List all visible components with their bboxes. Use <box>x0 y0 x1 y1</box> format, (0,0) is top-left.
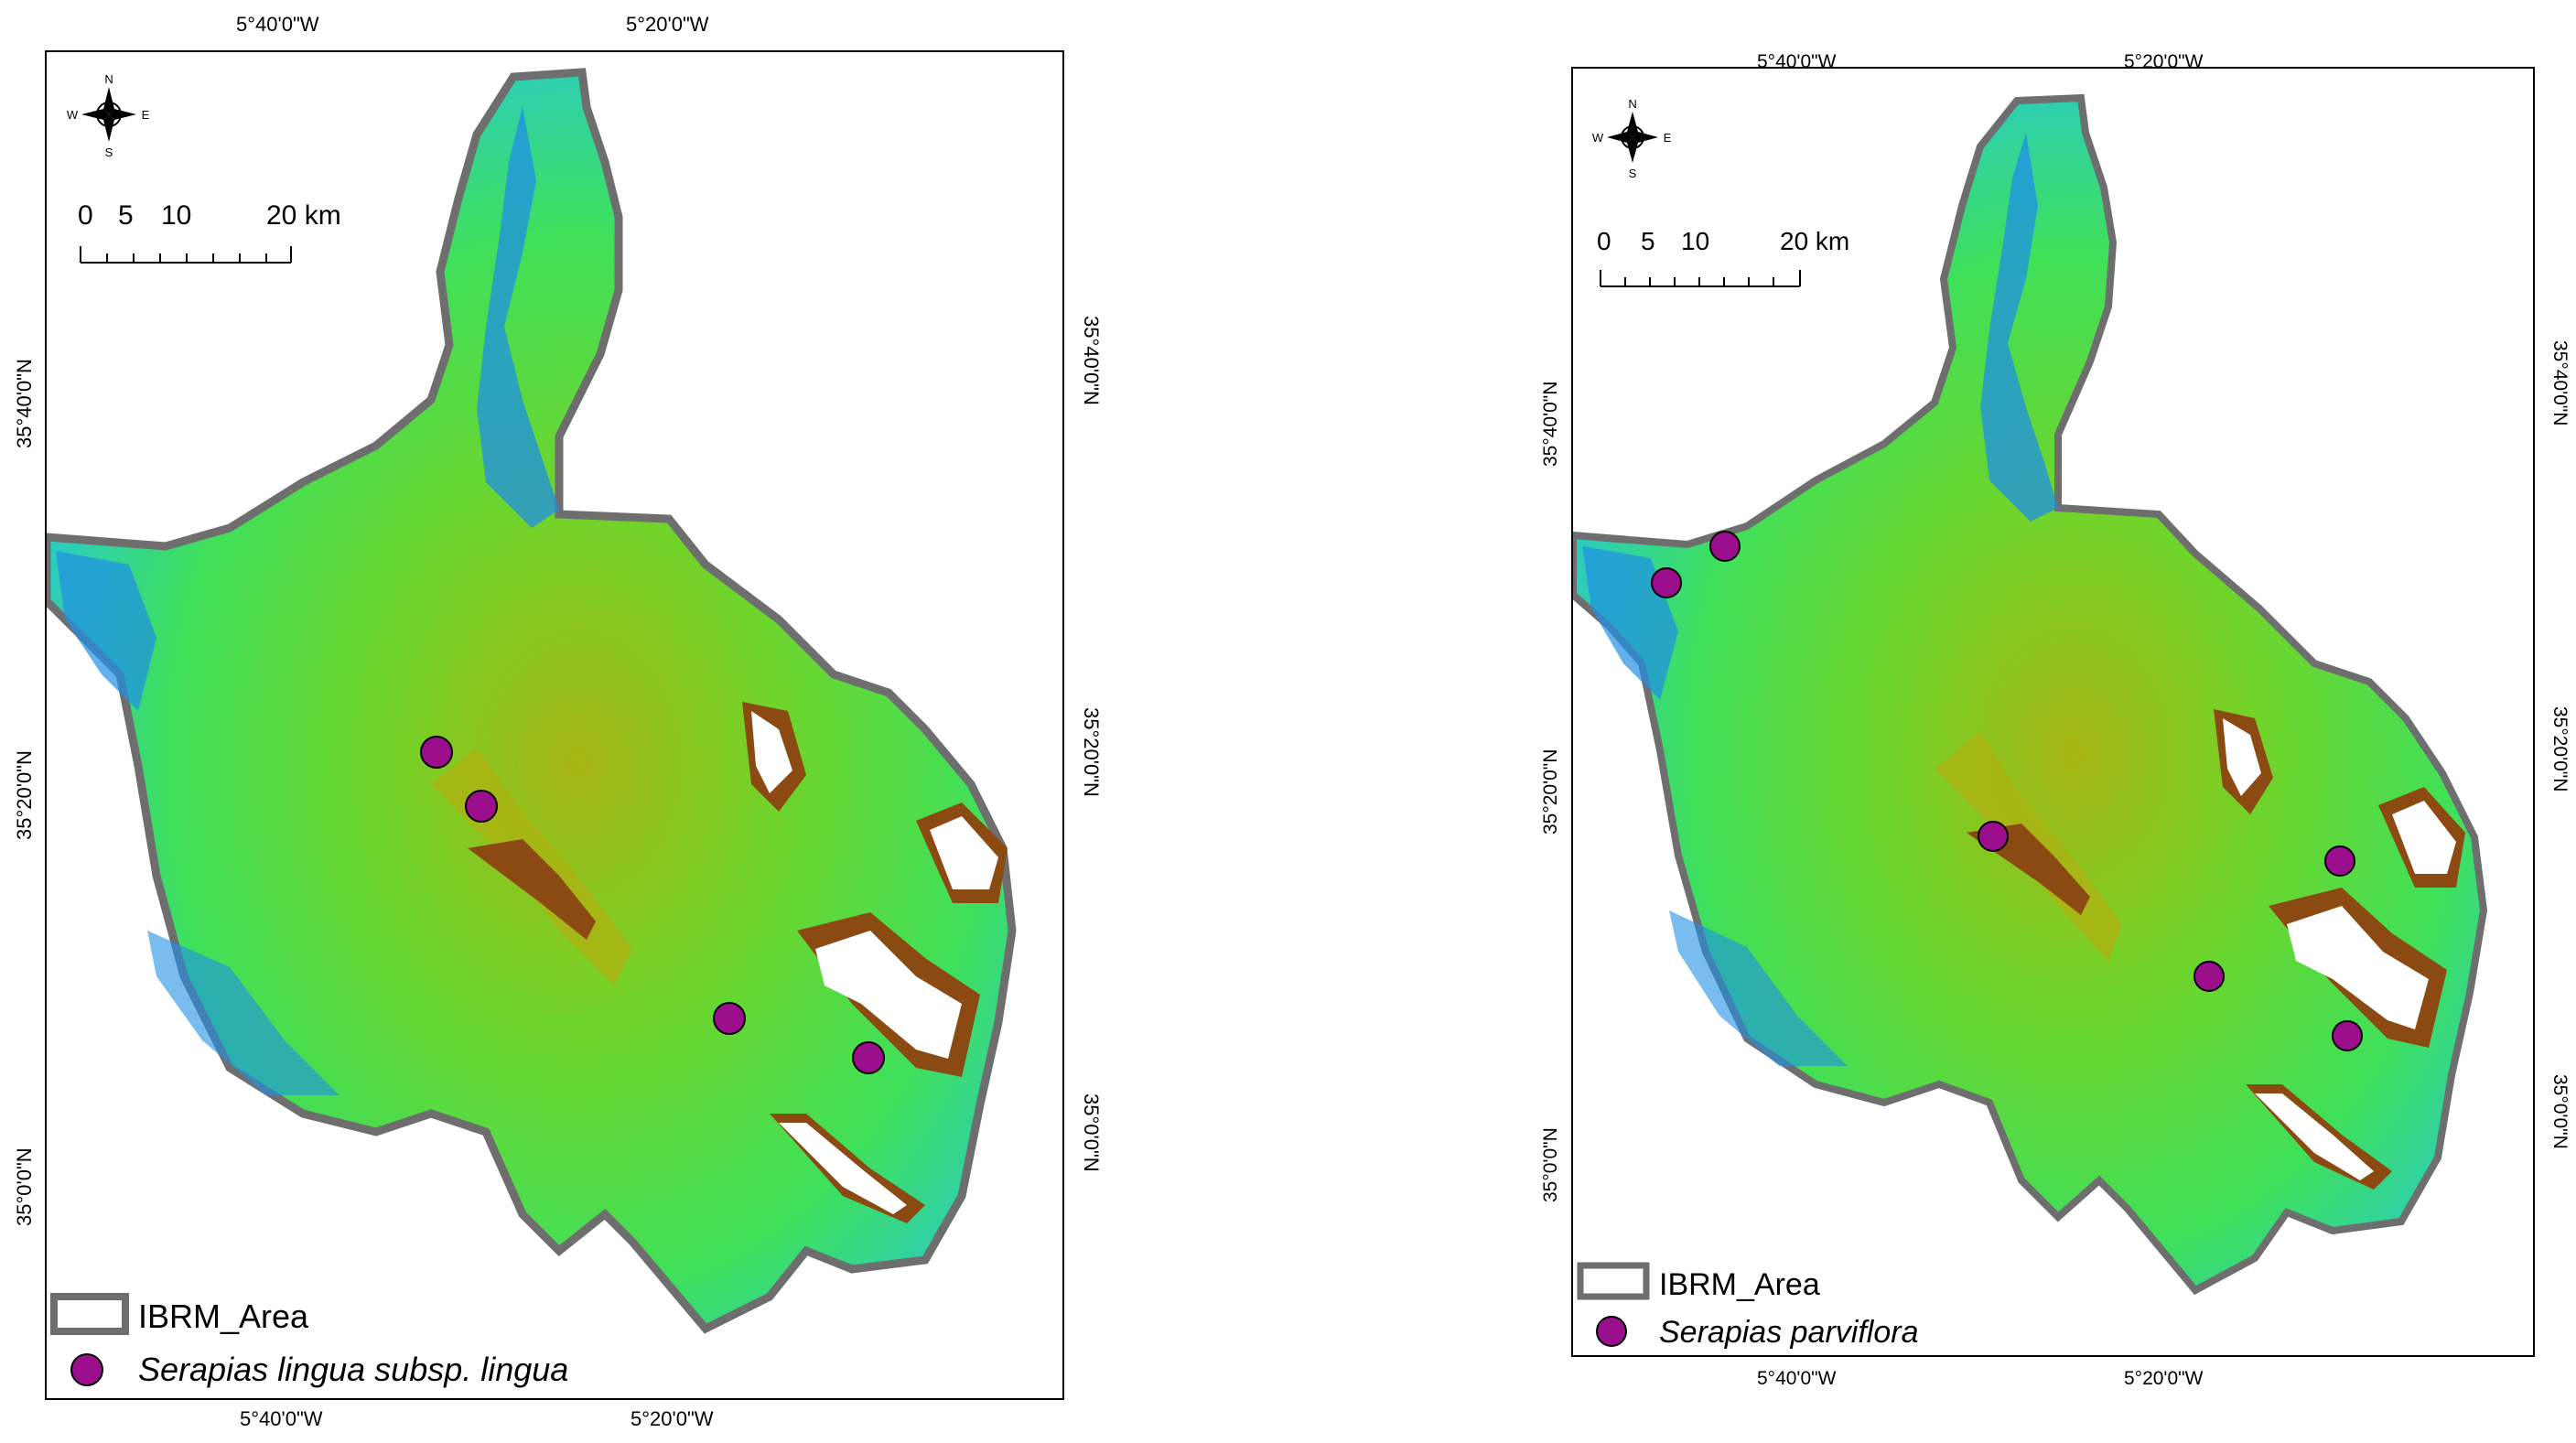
lowland-channel-left <box>477 107 559 528</box>
right-tick-3-left: 35°0'0"N <box>1080 1093 1103 1172</box>
occurrence-marker[interactable] <box>852 1041 885 1074</box>
bottom-tick-2-left: 5°20'0"W <box>631 1407 714 1430</box>
occurrence-marker[interactable] <box>713 1002 746 1035</box>
left-tick-2-right: 35°20'0"N <box>1540 748 1561 835</box>
north-arrow-icon: N S E W <box>1592 97 1672 180</box>
snow-zone-4-right <box>2255 1093 2374 1180</box>
right-tick-3-right: 35°0'0"N <box>2549 1074 2571 1149</box>
bottom-tick-1-right: 5°40'0"W <box>1757 1368 1837 1389</box>
north-arrow-icon: N S E W <box>67 72 150 159</box>
legend-left: IBRM_Area Serapias lingua subsp. lingua <box>50 1293 568 1388</box>
snow-zone-1-right <box>2223 718 2261 796</box>
left-tick-1-right: 35°40'0"N <box>1540 381 1561 467</box>
snow-zone-4-left <box>779 1123 907 1214</box>
west-label: W <box>1592 131 1604 145</box>
legend-area-swatch <box>50 1293 129 1335</box>
south-label: S <box>1629 167 1637 180</box>
left-tick-2-left: 35°20'0"N <box>13 750 36 840</box>
legend-area-label: IBRM_Area <box>138 1298 309 1335</box>
region-body-right <box>1573 93 2488 1296</box>
legend-species-marker <box>70 1353 103 1386</box>
map-canvas-right: N S E W 0 5 10 20 km IBRM_Area Serapias … <box>1573 93 2488 1350</box>
scale-label-0: 0 <box>1597 227 1611 255</box>
left-tick-3-right: 35°0'0"N <box>1540 1127 1561 1202</box>
occurrence-marker[interactable] <box>1709 531 1741 562</box>
bottom-tick-1-left: 5°40'0"W <box>240 1407 323 1430</box>
map-canvas-left: N S E W 0 5 10 20 km IBRM_Area S <box>47 68 1017 1388</box>
scale-label-20km: 20 km <box>266 200 341 231</box>
legend-species-label: Serapias lingua subsp. lingua <box>138 1351 568 1388</box>
peak-zone-1-left <box>468 839 596 940</box>
bottom-tick-2-right: 5°20'0"W <box>2124 1368 2204 1389</box>
scale-label-5: 5 <box>1641 227 1655 255</box>
snow-zone-3-left <box>930 816 998 889</box>
south-label: S <box>105 145 113 159</box>
occurrence-markers-right <box>1651 531 2363 1051</box>
lowland-channel-right <box>1980 133 2058 522</box>
occurrence-marker[interactable] <box>1651 567 1682 598</box>
occurrence-marker[interactable] <box>465 790 498 823</box>
occurrence-marker[interactable] <box>1978 821 2009 852</box>
right-tick-1-right: 35°40'0"N <box>2549 340 2571 426</box>
snow-zone-3-right <box>2392 801 2456 874</box>
legend-right: IBRM_Area Serapias parviflora <box>1577 1262 1918 1350</box>
map-panel-right: N S E W 0 5 10 20 km IBRM_Area Serapias … <box>1571 67 2535 1357</box>
north-label: N <box>1628 97 1636 111</box>
north-label: N <box>104 72 113 86</box>
top-tick-1-left: 5°40'0"W <box>236 13 319 36</box>
left-tick-1-left: 35°40'0"N <box>13 359 36 448</box>
occurrence-marker[interactable] <box>420 736 453 769</box>
occurrence-marker[interactable] <box>2332 1020 2363 1051</box>
lowland-south-right <box>1669 910 1848 1066</box>
scale-label-10: 10 <box>161 200 191 231</box>
east-label: E <box>1664 131 1672 145</box>
scale-label-20km: 20 km <box>1780 227 1849 255</box>
snow-zone-2-left <box>815 931 962 1059</box>
left-tick-3-left: 35°0'0"N <box>13 1147 36 1226</box>
scale-bar: 0 5 10 20 km <box>78 200 341 264</box>
occurrence-marker[interactable] <box>2324 845 2355 877</box>
scale-label-0: 0 <box>78 200 93 231</box>
right-tick-1-left: 35°40'0"N <box>1080 316 1103 405</box>
region-body-left <box>47 68 1017 1334</box>
map-panel-left: N S E W 0 5 10 20 km IBRM_Area S <box>45 50 1064 1400</box>
lowland-south-left <box>147 931 340 1095</box>
legend-species-marker <box>1596 1316 1627 1347</box>
snow-zone-1-left <box>751 711 792 793</box>
scale-bar: 0 5 10 20 km <box>1597 227 1849 287</box>
top-tick-2-left: 5°20'0"W <box>626 13 709 36</box>
top-tick-2-right: 5°20'0"W <box>2124 51 2204 72</box>
scale-label-10: 10 <box>1681 227 1709 255</box>
snow-zone-2-right <box>2287 906 2429 1029</box>
scale-label-5: 5 <box>118 200 134 231</box>
occurrence-marker[interactable] <box>2193 961 2225 992</box>
occurrence-markers-left <box>420 736 885 1074</box>
legend-area-swatch <box>1577 1262 1650 1300</box>
right-tick-2-right: 35°20'0"N <box>2549 706 2571 792</box>
legend-area-label: IBRM_Area <box>1659 1267 1820 1302</box>
east-label: E <box>142 108 150 122</box>
right-tick-2-left: 35°20'0"N <box>1080 707 1103 797</box>
lowland-west-left <box>56 551 156 711</box>
legend-species-label: Serapias parviflora <box>1659 1315 1918 1350</box>
west-label: W <box>67 108 79 122</box>
top-tick-1-right: 5°40'0"W <box>1757 51 1837 72</box>
